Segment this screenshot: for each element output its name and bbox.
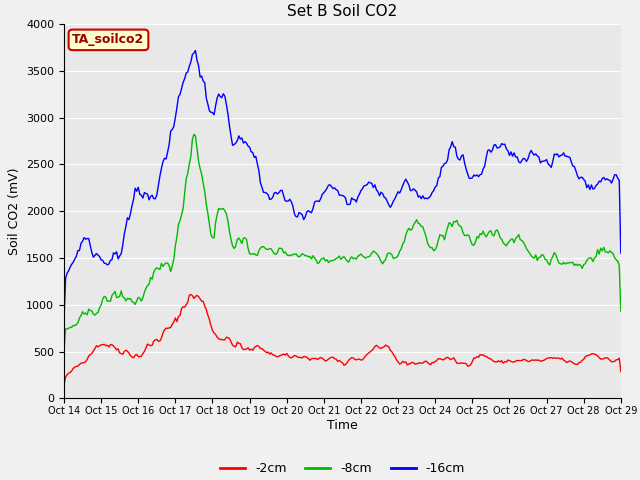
-2cm bbox=[379, 345, 387, 350]
-16cm bbox=[617, 250, 625, 256]
Title: Set B Soil CO2: Set B Soil CO2 bbox=[287, 4, 397, 19]
-2cm bbox=[550, 355, 558, 360]
-8cm bbox=[164, 260, 172, 266]
-8cm bbox=[397, 246, 405, 252]
Line: -8cm: -8cm bbox=[64, 134, 621, 352]
-16cm bbox=[397, 187, 405, 192]
-16cm bbox=[164, 149, 172, 155]
-16cm bbox=[550, 151, 558, 157]
-16cm bbox=[76, 248, 83, 253]
-2cm bbox=[187, 292, 195, 298]
-2cm bbox=[164, 325, 172, 331]
-16cm bbox=[410, 186, 417, 192]
-16cm bbox=[191, 48, 199, 53]
-2cm bbox=[76, 361, 83, 367]
-8cm bbox=[379, 261, 387, 267]
Text: TA_soilco2: TA_soilco2 bbox=[72, 34, 145, 47]
Legend: -2cm, -8cm, -16cm: -2cm, -8cm, -16cm bbox=[215, 457, 470, 480]
-8cm bbox=[617, 308, 625, 314]
Line: -16cm: -16cm bbox=[64, 50, 621, 320]
-8cm bbox=[190, 132, 198, 137]
-2cm bbox=[410, 360, 417, 366]
-8cm bbox=[410, 222, 417, 228]
X-axis label: Time: Time bbox=[327, 419, 358, 432]
-2cm bbox=[60, 382, 68, 388]
-8cm bbox=[550, 250, 558, 255]
-2cm bbox=[397, 360, 405, 366]
-8cm bbox=[76, 315, 83, 321]
-16cm bbox=[379, 191, 387, 196]
-2cm bbox=[617, 369, 625, 374]
-8cm bbox=[60, 349, 68, 355]
Line: -2cm: -2cm bbox=[64, 295, 621, 385]
Y-axis label: Soil CO2 (mV): Soil CO2 (mV) bbox=[8, 168, 20, 255]
-16cm bbox=[60, 317, 68, 323]
